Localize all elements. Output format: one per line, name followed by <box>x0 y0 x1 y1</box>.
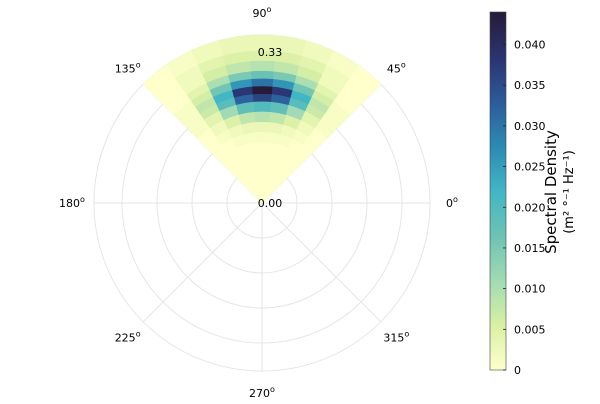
angle-tick-label: 180o <box>59 195 85 210</box>
grid-spoke <box>261 202 382 323</box>
colorbar-tick-label: 0.035 <box>514 79 546 92</box>
spectrum-cell <box>255 131 269 143</box>
angle-tick-label: 45o <box>387 61 406 76</box>
colorbar-label-line2: (m² °⁻¹ Hz⁻¹) <box>562 150 577 234</box>
radial-center-label: 0.00 <box>258 197 283 210</box>
angle-tick-label: 270o <box>249 385 275 400</box>
colorbar-tick-label: 0.020 <box>514 201 546 214</box>
colorbar-label-line1: Spectral Density <box>542 130 560 254</box>
angle-tick-label: 225o <box>115 329 141 344</box>
colorbar: 0 0.005 0.010 0.015 0.020 0.025 0.030 0.035 0.04… <box>489 11 546 377</box>
spectrum-cell <box>252 100 272 113</box>
spectrum-cell <box>142 64 175 96</box>
colorbar-tick-label: 0.005 <box>514 323 546 336</box>
spectrum-cell <box>254 121 270 133</box>
angle-tick-label: 315o <box>383 329 409 344</box>
spectrum-sector <box>142 34 382 204</box>
angle-tick-label: 135o <box>115 61 141 76</box>
colorbar-tick-label: 0.010 <box>514 283 546 296</box>
spectrum-cell <box>249 60 275 72</box>
radial-max-label: 0.33 <box>258 46 283 59</box>
angle-tick-label: 90o <box>253 5 272 20</box>
spectrum-cell <box>252 93 272 102</box>
colorbar-frame <box>489 11 507 371</box>
colorbar-gradient <box>490 12 506 370</box>
colorbar-tick-label: 0.040 <box>514 39 546 52</box>
colorbar-tick-label: 0.015 <box>514 242 546 255</box>
colorbar-label: Spectral Density (m² °⁻¹ Hz⁻¹) <box>542 130 577 254</box>
spectrum-cell <box>250 77 274 87</box>
spectrum-cell <box>251 85 273 95</box>
colorbar-tick-label: 0.025 <box>514 161 546 174</box>
spectrum-cell <box>253 111 271 123</box>
colorbar-tick-label: 0.030 <box>514 120 546 133</box>
spectrum-cell <box>250 70 274 80</box>
colorbar-tick-label: 0 <box>514 364 521 377</box>
polar-tick-labels: 0o 45o 90o 135o 180o 225o 270o 315o <box>59 5 458 400</box>
angle-tick-label: 0o <box>446 195 458 210</box>
grid-spoke <box>142 202 263 323</box>
